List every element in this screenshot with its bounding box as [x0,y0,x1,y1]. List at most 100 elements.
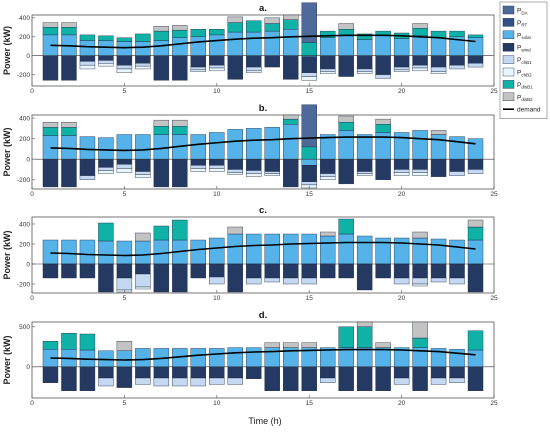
bar-P_solar-t3 [79,239,96,265]
bar-P_wind-t15 [301,263,317,279]
bar-P_disB2-t18 [356,321,373,328]
bar-P_disB2-t8 [172,119,188,127]
bar-P_wind-t14 [283,55,299,80]
bar-P_chB2-t12 [246,70,262,73]
y-tick-label: 400 [19,15,30,22]
bar-P_chB2-t5 [116,68,133,73]
bar-P_solar-t6 [135,134,151,160]
bar-P_wind-t14 [283,158,299,188]
bar-P_disB1-t4 [98,35,114,41]
bar-P_chB2-t4 [98,170,114,174]
demand-line [50,348,476,361]
bar-P_disB2-t2 [61,22,77,28]
bar-P_chB2-t11 [227,172,243,175]
bar-P_wind-t5 [116,158,133,165]
y-tick-label: 200 [19,34,30,41]
bar-P_wind-t15 [301,56,317,73]
bar-P_wind-t21 [412,366,428,391]
legend-label-P_chB1: PchB1 [517,57,532,65]
bar-P_wind-t16 [319,158,336,174]
bar-P_disB2-t7 [153,26,170,32]
bar-P_chB1-t19 [375,74,391,79]
bar-P_chB1-t22 [430,66,447,72]
bar-P_wind-t21 [412,158,428,170]
bar-P_disB2-t14 [283,14,299,20]
bar-P_wind-t1 [42,263,59,279]
demand-line [50,136,476,152]
x-tick-label: 10 [213,400,221,407]
x-tick-label: 0 [30,295,34,302]
legend-label-demand: demand [517,107,541,114]
bar-P_wind-t23 [449,263,465,279]
bar-P_wind-t19 [375,263,391,279]
bar-P_chB1-t16 [319,68,336,72]
bar-P_chB1-t3 [79,61,96,66]
y-tick-label: 0 [26,364,30,371]
bar-P_chB1-t9 [190,66,207,71]
bar-P_solar-t10 [209,237,225,265]
bar-P_chB2-t13 [264,173,280,176]
bar-P_chB1-t24 [467,63,484,68]
bar-P_disB1-t19 [375,124,391,133]
bar-P_wind-t21 [412,55,428,66]
bar-P_wind-t8 [172,263,188,293]
bar-P_chB1-t23 [449,171,465,176]
bar-P_wind-t4 [98,366,114,379]
bar-P_wind-t12 [246,366,262,379]
bar-P_wind-t17 [338,366,354,391]
bar-P_disB1-t24 [467,330,484,351]
bar-P_disB2-t14 [283,342,299,348]
legend-swatch-P_RT [502,18,515,27]
x-tick-label: 20 [398,295,406,302]
x-tick-label: 15 [306,400,314,407]
bar-P_disB1-t1 [42,127,59,136]
bar-P_chB1-t23 [449,64,465,70]
bar-P_wind-t3 [79,158,96,176]
bar-P_chB1-t20 [393,66,410,71]
bar-P_chB1-t22 [430,277,447,283]
legend: PDAPRTPsolarPwindPchB1PchB2PdisB1PdisB2d… [499,1,548,119]
bar-P_chB1-t24 [467,169,484,174]
bar-P_wind-t9 [190,366,207,379]
bar-P_wind-t24 [467,263,484,293]
bar-P_solar-t1 [42,239,59,265]
x-tick-label: 20 [398,400,406,407]
bar-P_chB1-t10 [209,64,225,69]
bar-P_solar-t3 [79,40,96,56]
y-tick-label: 400 [19,221,30,228]
bar-P_disB1-t14 [283,118,299,125]
x-tick-label: 15 [306,295,314,302]
bar-P_wind-t22 [430,263,447,279]
bar-P_wind-t5 [116,366,133,388]
bar-P_disB2-t11 [227,16,243,23]
bar-P_wind-t12 [246,158,262,171]
bar-P_chB2-t16 [319,176,336,180]
bar-P_chB2-t20 [393,172,410,176]
bar-P_wind-t3 [79,55,96,62]
bar-P_wind-t20 [393,55,410,68]
bar-P_wind-t7 [153,55,170,81]
bar-P_disB1-t2 [61,333,77,350]
x-tick-label: 5 [123,88,127,95]
bar-P_solar-t5 [116,134,133,160]
bar-P_disB1-t1 [42,341,59,350]
bar-P_chB1-t16 [319,377,336,384]
bar-P_wind-t9 [190,55,207,68]
bar-P_chB2-t6 [135,65,151,70]
bar-P_chB1-t6 [135,377,151,385]
legend-label-P_DA: PDA [517,8,528,16]
x-tick-label: 20 [398,88,406,95]
bar-P_disB1-t2 [61,127,77,136]
bar-P_wind-t18 [356,55,373,70]
bar-P_wind-t13 [264,55,280,68]
bar-P_chB1-t6 [135,273,151,288]
bar-P_chB1-t4 [98,167,114,171]
bar-P_solar-t24 [467,239,484,265]
bar-P_wind-t8 [172,158,188,188]
bar-P_wind-t10 [209,158,225,166]
bar-P_solar-t19 [375,34,391,56]
bar-P_chB1-t13 [264,171,280,174]
bar-P_solar-t15 [301,233,317,265]
bar-P_solar-t6 [135,348,151,367]
